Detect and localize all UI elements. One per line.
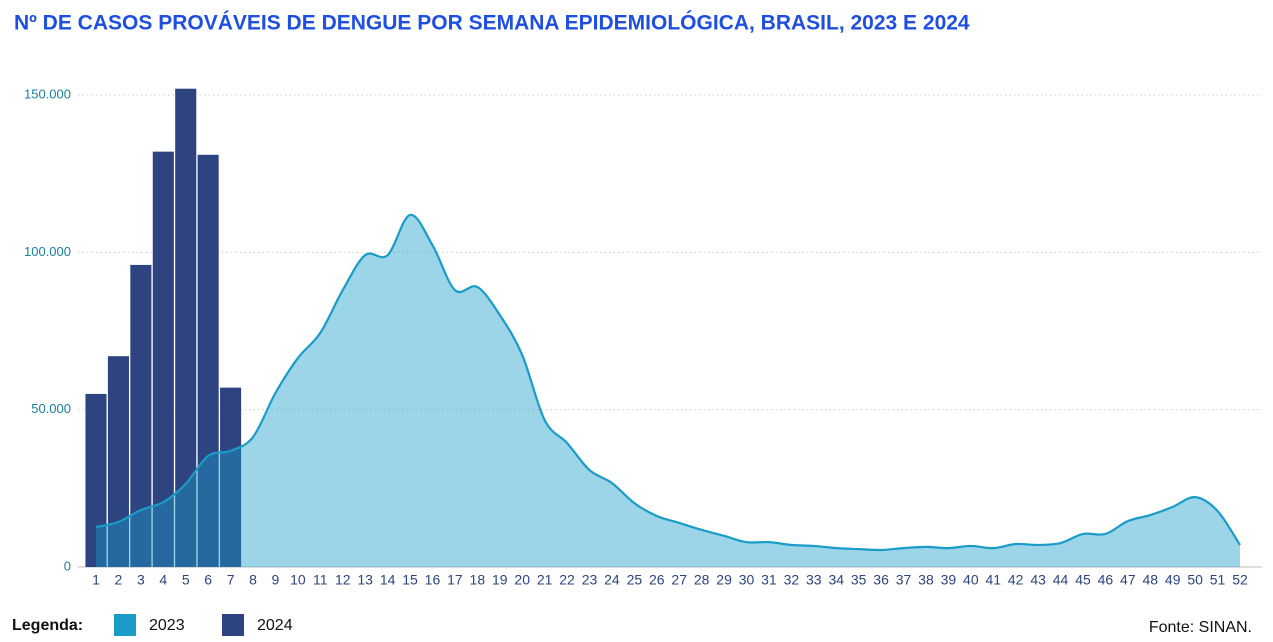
x-tick-label: 50 bbox=[1187, 572, 1203, 588]
x-tick-label: 13 bbox=[357, 572, 373, 588]
x-tick-label: 10 bbox=[290, 572, 306, 588]
x-tick-label: 43 bbox=[1030, 572, 1046, 588]
x-tick-label: 15 bbox=[402, 572, 418, 588]
x-tick-label: 27 bbox=[671, 572, 687, 588]
x-tick-label: 18 bbox=[470, 572, 486, 588]
x-tick-label: 44 bbox=[1053, 572, 1069, 588]
x-tick-label: 39 bbox=[941, 572, 957, 588]
bar bbox=[85, 393, 107, 567]
x-tick-label: 34 bbox=[828, 572, 844, 588]
source: Fonte: SINAN. bbox=[1149, 619, 1252, 636]
x-tick-label: 2 bbox=[115, 572, 123, 588]
x-tick-label: 28 bbox=[694, 572, 710, 588]
x-tick-label: 24 bbox=[604, 572, 620, 588]
x-tick-label: 38 bbox=[918, 572, 934, 588]
x-tick-label: 48 bbox=[1142, 572, 1158, 588]
x-tick-label: 35 bbox=[851, 572, 867, 588]
x-tick-label: 25 bbox=[627, 572, 643, 588]
x-tick-label: 5 bbox=[182, 572, 190, 588]
x-tick-label: 7 bbox=[227, 572, 235, 588]
chart-title: Nº DE CASOS PROVÁVEIS DE DENGUE POR SEMA… bbox=[14, 11, 970, 35]
x-tick-label: 21 bbox=[537, 572, 553, 588]
x-tick-label: 47 bbox=[1120, 572, 1136, 588]
y-tick-label: 50.000 bbox=[31, 401, 71, 416]
legend-label: 2024 bbox=[257, 617, 293, 634]
x-tick-label: 29 bbox=[716, 572, 732, 588]
x-tick-label: 14 bbox=[380, 572, 396, 588]
legend-label: 2023 bbox=[149, 617, 185, 634]
y-tick-label: 150.000 bbox=[24, 86, 71, 101]
area bbox=[96, 214, 1240, 568]
x-tick-label: 33 bbox=[806, 572, 822, 588]
x-tick-label: 17 bbox=[447, 572, 463, 588]
legend-swatch bbox=[114, 614, 136, 636]
x-tick-label: 41 bbox=[985, 572, 1001, 588]
x-tick-label: 37 bbox=[896, 572, 912, 588]
x-tick-label: 16 bbox=[425, 572, 441, 588]
x-tick-label: 52 bbox=[1232, 572, 1248, 588]
x-tick-label: 3 bbox=[137, 572, 145, 588]
y-tick-label: 100.000 bbox=[24, 244, 71, 259]
bar bbox=[175, 88, 197, 567]
bar bbox=[152, 151, 174, 567]
legend-swatch bbox=[222, 614, 244, 636]
x-tick-label: 9 bbox=[272, 572, 280, 588]
x-tick-label: 22 bbox=[559, 572, 575, 588]
bar bbox=[197, 154, 219, 567]
x-tick-label: 11 bbox=[313, 572, 328, 588]
x-tick-label: 20 bbox=[514, 572, 530, 588]
x-tick-label: 23 bbox=[582, 572, 598, 588]
bar bbox=[130, 264, 152, 567]
line bbox=[95, 213, 1241, 552]
x-tick-label: 51 bbox=[1210, 572, 1226, 588]
x-tick-label: 32 bbox=[784, 572, 800, 588]
x-tick-label: 6 bbox=[204, 572, 212, 588]
x-tick-label: 30 bbox=[739, 572, 755, 588]
bar bbox=[107, 356, 129, 567]
x-tick-label: 26 bbox=[649, 572, 665, 588]
bar bbox=[220, 387, 242, 567]
x-tick-label: 45 bbox=[1075, 572, 1091, 588]
x-tick-label: 12 bbox=[335, 572, 351, 588]
x-tick-label: 36 bbox=[873, 572, 889, 588]
legend-title: Legenda: bbox=[12, 617, 83, 634]
x-tick-label: 46 bbox=[1098, 572, 1114, 588]
x-tick-label: 31 bbox=[761, 572, 777, 588]
x-tick-label: 49 bbox=[1165, 572, 1181, 588]
y-tick-label: 0 bbox=[64, 558, 71, 573]
x-tick-label: 4 bbox=[159, 572, 167, 588]
x-tick-label: 40 bbox=[963, 572, 979, 588]
x-tick-label: 19 bbox=[492, 572, 508, 588]
x-tick-label: 1 bbox=[92, 572, 100, 588]
x-tick-label: 8 bbox=[249, 572, 257, 588]
x-tick-label: 42 bbox=[1008, 572, 1024, 588]
